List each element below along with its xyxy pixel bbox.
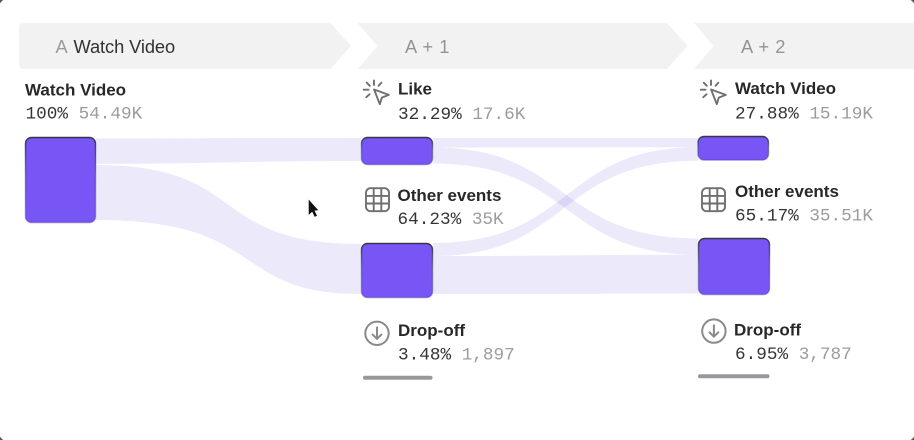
svg-text:A + 2: A + 2 [741,36,786,57]
svg-text:Watch Video: Watch Video [74,36,176,57]
svg-text:A: A [56,36,69,57]
svg-text:A + 1: A + 1 [405,36,450,57]
